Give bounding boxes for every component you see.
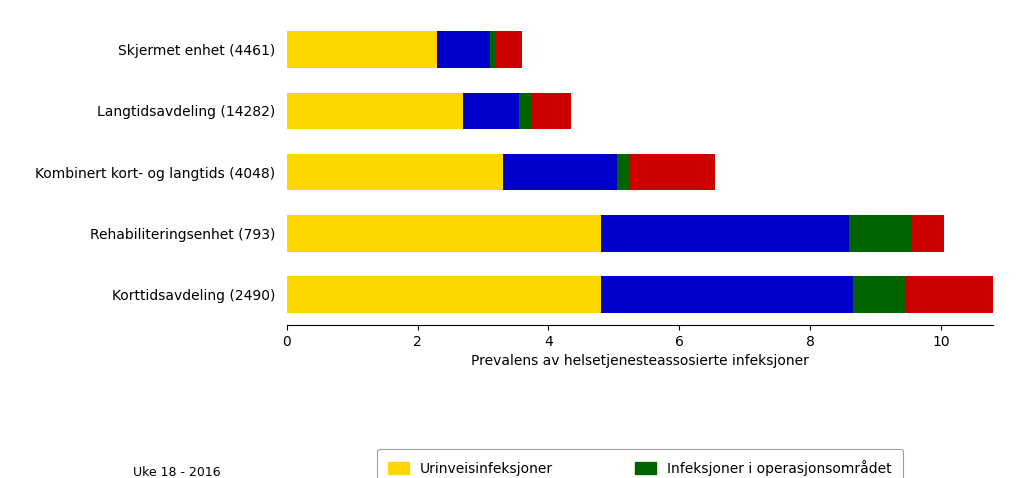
Bar — [630, 154, 715, 190]
Bar — [437, 32, 489, 68]
Bar — [287, 32, 437, 68]
Bar — [532, 93, 571, 129]
Bar — [489, 32, 496, 68]
Bar — [601, 215, 849, 251]
Bar — [496, 32, 522, 68]
Bar — [463, 93, 519, 129]
X-axis label: Prevalens av helsetjenesteassosierte infeksjoner: Prevalens av helsetjenesteassosierte inf… — [471, 354, 809, 369]
Bar — [287, 276, 601, 313]
Bar — [287, 215, 601, 251]
Bar — [601, 276, 853, 313]
Bar — [849, 215, 911, 251]
Legend: Urinveisinfeksjoner, Nedre luftveisinfeksjoner, Infeksjoner i operasjonsområdet,: Urinveisinfeksjoner, Nedre luftveisinfek… — [377, 449, 903, 478]
Text: Uke 18 - 2016: Uke 18 - 2016 — [133, 466, 221, 478]
Bar — [853, 276, 905, 313]
Bar — [519, 93, 532, 129]
Bar — [911, 215, 944, 251]
Bar — [503, 154, 617, 190]
Bar — [905, 276, 1004, 313]
Bar — [287, 154, 503, 190]
Bar — [617, 154, 630, 190]
Bar — [287, 93, 463, 129]
